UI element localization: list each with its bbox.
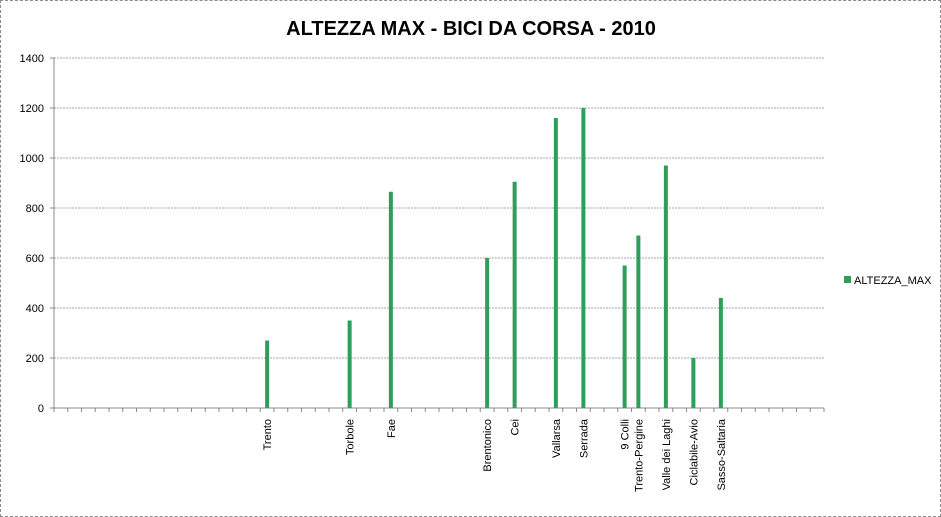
bar bbox=[347, 320, 352, 408]
bar bbox=[663, 165, 668, 408]
x-category-label: Torbole bbox=[345, 419, 357, 455]
bar bbox=[636, 235, 641, 408]
chart-title: ALTEZZA MAX - BICI DA CORSA - 2010 bbox=[286, 18, 656, 40]
bar bbox=[388, 191, 393, 408]
y-tick-label: 200 bbox=[26, 353, 44, 365]
x-category-label: Valle dei Laghi bbox=[661, 419, 673, 490]
gridlines bbox=[54, 57, 824, 359]
x-category-label: Trento-Pergine bbox=[633, 419, 645, 492]
bars bbox=[265, 108, 723, 408]
x-category-label: Sasso-Saltaria bbox=[716, 418, 728, 490]
legend-swatch bbox=[844, 276, 851, 283]
y-tick-label: 800 bbox=[26, 203, 44, 215]
y-tick-label: 1000 bbox=[20, 153, 44, 165]
x-category-label: Brentonico bbox=[482, 419, 494, 472]
x-category-label: 9 Colli bbox=[620, 419, 632, 450]
bar bbox=[265, 340, 270, 408]
x-category-label: Serrada bbox=[578, 418, 590, 458]
legend-label: ALTEZZA_MAX bbox=[854, 275, 932, 287]
y-tick-label: 400 bbox=[26, 303, 44, 315]
bar bbox=[691, 358, 696, 408]
legend: ALTEZZA_MAX bbox=[844, 275, 932, 287]
bar bbox=[718, 298, 723, 408]
y-tick-label: 1200 bbox=[20, 103, 44, 115]
x-category-label: Cei bbox=[510, 419, 522, 436]
x-category-label: Ciclabile-Avio bbox=[688, 419, 700, 485]
bar bbox=[485, 258, 490, 408]
category-labels: Trento Torbole Fae Brentonico Cei Vallarsa Ser… bbox=[262, 418, 728, 492]
bar bbox=[581, 108, 586, 408]
y-tick-label: 0 bbox=[38, 403, 44, 415]
bar bbox=[622, 265, 627, 408]
bar bbox=[512, 181, 517, 408]
x-category-label: Trento bbox=[262, 419, 274, 450]
axes: 0 200 400 600 800 1000 1200 1400 bbox=[20, 53, 825, 415]
y-tick-label: 1400 bbox=[20, 53, 44, 65]
y-tick-label: 600 bbox=[26, 253, 44, 265]
x-category-label: Fae bbox=[386, 419, 398, 438]
bar bbox=[553, 118, 558, 408]
x-category-label: Vallarsa bbox=[551, 418, 563, 458]
